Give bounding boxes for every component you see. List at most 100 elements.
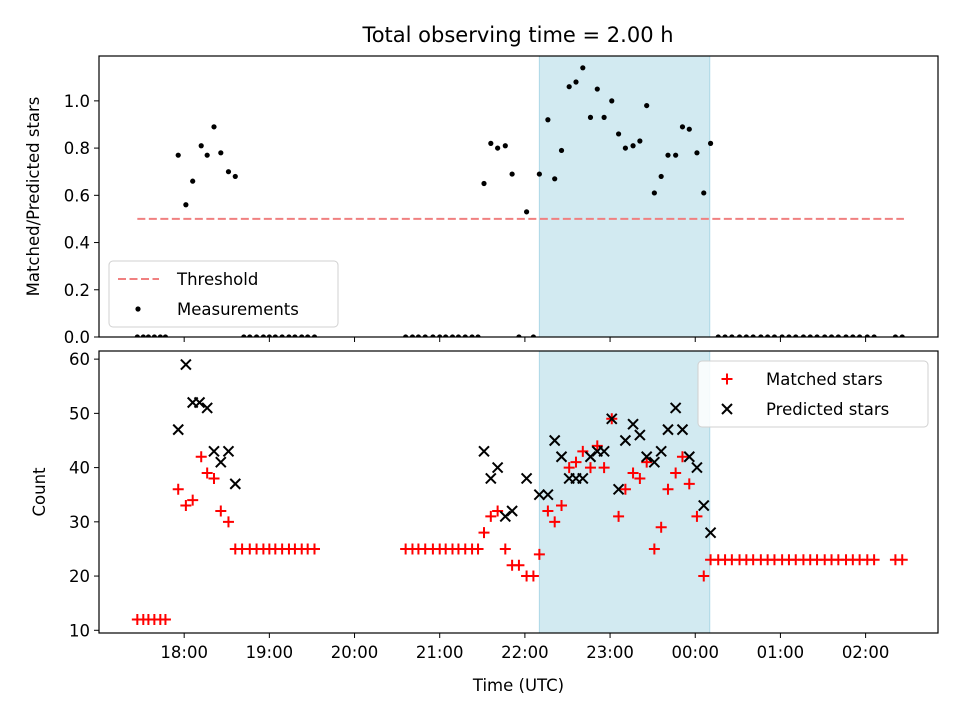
- legend-box: [697, 360, 929, 428]
- measurement-point: [218, 150, 224, 156]
- measurement-point: [449, 334, 456, 337]
- matched-star-point: [195, 451, 207, 463]
- predicted-star-point: [222, 445, 235, 458]
- measurement-point: [573, 79, 579, 85]
- measurement-point: [437, 334, 443, 337]
- predicted-star-point: [208, 445, 220, 458]
- legend-label: Measurements: [177, 300, 299, 319]
- predicted-star-point: [698, 499, 710, 512]
- measurement-point: [750, 334, 756, 337]
- measurement-point: [758, 334, 764, 337]
- measurement-point: [771, 334, 778, 337]
- predicted-star-point: [691, 461, 703, 474]
- predicted-star-point: [520, 472, 533, 485]
- x-tick-label: 18:00: [160, 643, 208, 662]
- predicted-star-point: [485, 472, 497, 485]
- measurement-point: [715, 334, 721, 337]
- predicted-star-point: [648, 456, 661, 468]
- x-tick-label: 00:00: [671, 643, 719, 662]
- y-tick-label: 1.0: [64, 92, 90, 111]
- measurement-point: [305, 334, 311, 337]
- measurement-point: [892, 334, 899, 337]
- matched-star-point: [577, 445, 589, 457]
- measurement-point: [443, 334, 449, 337]
- measurement-point: [679, 124, 686, 130]
- highlight-span: [538, 55, 711, 338]
- y-axis-label: Matched/Predicted stars: [24, 97, 43, 297]
- measurement-point: [658, 173, 664, 180]
- predicted-star-point: [606, 413, 618, 425]
- measurement-point: [403, 334, 409, 337]
- y-tick-label: 0.8: [64, 139, 90, 158]
- measurement-point: [729, 334, 735, 337]
- measurement-point: [140, 334, 146, 337]
- predicted-star-point: [612, 483, 625, 495]
- matched-star-point: [542, 505, 554, 517]
- measurement-point: [545, 117, 551, 123]
- predicted-star-point: [533, 489, 546, 501]
- predicted-star-point: [676, 423, 689, 436]
- measurement-point: [523, 209, 530, 215]
- measurement-point: [232, 173, 238, 180]
- legend: Threshold Measurements: [108, 260, 339, 328]
- measurement-point: [637, 138, 643, 144]
- matched-star-point: [598, 462, 610, 474]
- measurement-point: [779, 334, 785, 337]
- measurement-point: [694, 150, 700, 156]
- matched-star-point: [591, 440, 603, 452]
- predicted-star-point: [683, 451, 695, 463]
- measurement-point: [601, 114, 607, 120]
- measurement-point: [899, 334, 905, 337]
- predicted-star-point: [180, 358, 192, 371]
- measurement-point: [530, 334, 537, 337]
- measurement-point: [609, 98, 615, 104]
- measurement-point: [843, 334, 849, 337]
- measurement-point: [455, 334, 462, 337]
- matched-star-point: [472, 543, 484, 555]
- measurement-point: [190, 178, 196, 184]
- measurement-point: [225, 169, 232, 175]
- matched-star-point: [655, 521, 667, 533]
- matched-star-point: [549, 516, 561, 528]
- measurement-point: [594, 86, 600, 92]
- plot-area: [134, 65, 905, 337]
- measurement-point: [183, 202, 189, 208]
- matched-star-point: [533, 548, 545, 560]
- measurement-point: [857, 334, 863, 337]
- legend-label: Threshold: [176, 270, 258, 289]
- x-tick-label: 02:00: [842, 643, 890, 662]
- predicted-star-point: [555, 451, 568, 463]
- x-tick-label: 23:00: [586, 643, 634, 662]
- axes-frame: [98, 350, 939, 634]
- measurement-point: [488, 140, 494, 146]
- measurement-point: [145, 334, 152, 337]
- predicted-star-point: [542, 489, 554, 501]
- measurement-point: [615, 131, 622, 137]
- predicted-star-point: [640, 451, 653, 463]
- measurement-point: [311, 334, 318, 337]
- y-tick-label: 30: [69, 513, 90, 532]
- measurement-point: [822, 334, 828, 337]
- measurement-point: [558, 147, 565, 154]
- measurement-point: [266, 334, 272, 337]
- measurement-point: [707, 140, 714, 146]
- matched-star-point: [613, 510, 625, 522]
- y-tick-label: 0.6: [64, 186, 90, 205]
- measurement-point: [566, 84, 572, 90]
- matched-star-point: [627, 467, 639, 479]
- measurement-point: [736, 334, 743, 337]
- x-tick-label: 20:00: [331, 643, 379, 662]
- measurement-point: [495, 145, 501, 151]
- measurement-point: [134, 334, 140, 337]
- measurement-point: [665, 152, 671, 158]
- measurement-point: [722, 334, 728, 337]
- measurement-point: [835, 334, 841, 337]
- measurement-point: [204, 152, 210, 158]
- measurement-point: [481, 180, 487, 187]
- matched-star-point: [641, 456, 653, 468]
- measurement-point: [701, 190, 707, 196]
- predicted-star-point: [201, 402, 213, 414]
- measurement-point: [850, 334, 856, 337]
- measurement-point: [272, 334, 278, 337]
- x-tick-label: 19:00: [246, 643, 294, 662]
